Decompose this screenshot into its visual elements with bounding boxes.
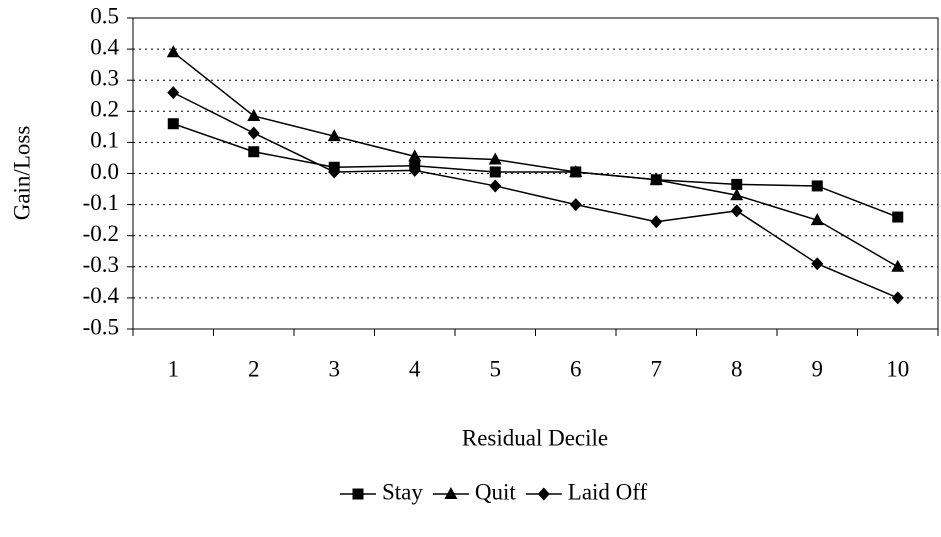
- x-tick-label: 7: [651, 356, 663, 381]
- legend-label: Laid Off: [568, 479, 648, 504]
- marker: [352, 488, 364, 500]
- marker: [408, 163, 421, 177]
- x-tick-label: 6: [570, 356, 582, 381]
- marker: [891, 291, 904, 305]
- x-tick-label: 1: [168, 356, 180, 381]
- marker: [731, 178, 743, 190]
- legend-label: Quit: [475, 479, 517, 504]
- marker: [730, 188, 744, 201]
- marker: [444, 487, 458, 499]
- marker: [537, 487, 550, 501]
- y-tick-label: 0.1: [90, 128, 119, 153]
- marker: [247, 108, 261, 121]
- x-tick-label: 10: [886, 356, 909, 381]
- y-tick-label: -0.4: [83, 283, 120, 308]
- y-tick-label: 0.5: [90, 3, 119, 28]
- y-tick-label: -0.2: [83, 221, 119, 246]
- marker: [649, 172, 663, 185]
- y-tick-label: 0.2: [90, 97, 119, 122]
- marker: [327, 129, 341, 142]
- x-tick-label: 2: [248, 356, 260, 381]
- marker: [891, 259, 905, 272]
- marker: [730, 204, 743, 218]
- marker: [408, 149, 422, 162]
- series-line: [172, 91, 899, 299]
- marker: [569, 164, 583, 177]
- marker: [892, 211, 904, 223]
- marker: [488, 152, 502, 165]
- marker: [811, 180, 823, 192]
- y-tick-label: 0.3: [90, 65, 119, 90]
- marker: [248, 146, 260, 158]
- marker: [328, 165, 341, 179]
- marker: [811, 257, 824, 271]
- y-tick-label: 0.0: [90, 159, 119, 184]
- marker: [247, 126, 260, 140]
- marker: [569, 198, 582, 212]
- x-tick-label: 4: [409, 356, 421, 381]
- x-axis-label: Residual Decile: [462, 425, 608, 450]
- y-axis-label: Gain/Loss: [9, 126, 34, 221]
- marker: [166, 45, 180, 58]
- x-tick-label: 9: [812, 356, 824, 381]
- x-tick-label: 5: [490, 356, 502, 381]
- x-tick-label: 3: [329, 356, 341, 381]
- marker: [650, 215, 663, 229]
- x-tick-label: 8: [731, 356, 743, 381]
- y-tick-label: -0.3: [83, 252, 119, 277]
- marker: [810, 213, 824, 226]
- legend-label: Stay: [382, 479, 423, 504]
- y-tick-label: -0.1: [83, 190, 119, 215]
- series-line: [172, 51, 899, 268]
- series-line: [173, 123, 899, 218]
- marker: [489, 179, 502, 193]
- marker: [167, 118, 179, 130]
- marker: [167, 86, 180, 100]
- y-tick-label: 0.4: [90, 34, 119, 59]
- y-tick-label: -0.5: [83, 314, 119, 339]
- marker: [489, 166, 501, 178]
